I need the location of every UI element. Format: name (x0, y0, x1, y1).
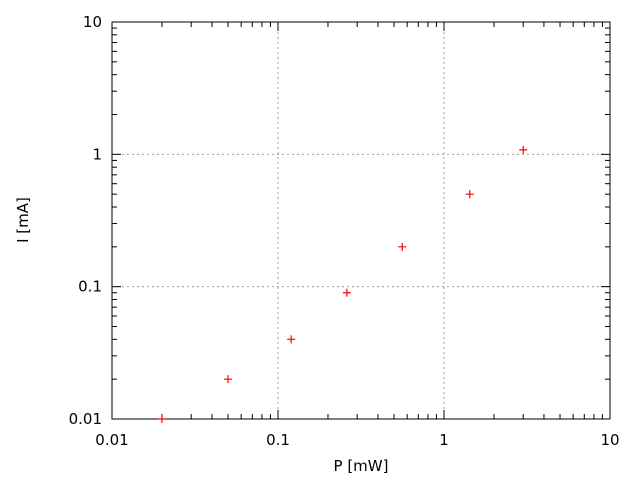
data-point (342, 288, 351, 297)
y-tick-label: 1 (92, 145, 102, 163)
data-point (157, 415, 166, 423)
ticks (111, 21, 611, 420)
plot-frame (111, 21, 611, 420)
x-tick-label: 10 (600, 431, 619, 449)
data-point (287, 335, 296, 344)
grid (112, 22, 610, 419)
points (157, 145, 528, 423)
data-point (224, 375, 233, 384)
y-tick-labels: 0.01 0.1 1 10 (69, 13, 102, 428)
data-point (519, 145, 528, 154)
x-tick-label: 1 (439, 431, 449, 449)
y-tick-label: 10 (83, 13, 102, 31)
data-point (398, 242, 407, 251)
y-tick-label: 0.01 (69, 410, 102, 428)
y-axis-label: I [mA] (14, 197, 32, 243)
x-axis-label: P [mW] (334, 457, 389, 475)
x-tick-labels: 0.01 0.1 1 10 (95, 431, 619, 449)
x-tick-label: 0.01 (95, 431, 128, 449)
data-point (465, 190, 474, 199)
y-tick-label: 0.1 (78, 278, 102, 296)
x-tick-label: 0.1 (266, 431, 290, 449)
